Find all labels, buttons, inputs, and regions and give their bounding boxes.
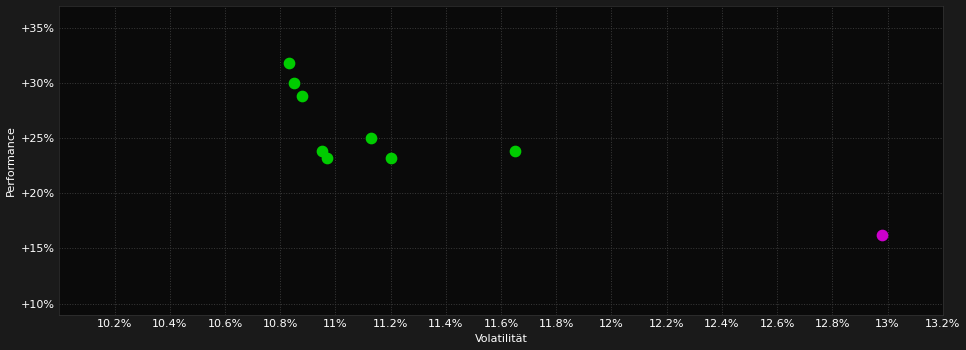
X-axis label: Volatilität: Volatilität xyxy=(474,335,527,344)
Point xyxy=(507,148,523,154)
Point xyxy=(281,60,297,66)
Y-axis label: Performance: Performance xyxy=(6,125,15,196)
Point xyxy=(383,155,398,161)
Point xyxy=(363,135,379,141)
Point xyxy=(295,93,310,99)
Point xyxy=(320,155,335,161)
Point xyxy=(286,80,301,86)
Point xyxy=(314,148,329,154)
Point xyxy=(874,232,890,238)
